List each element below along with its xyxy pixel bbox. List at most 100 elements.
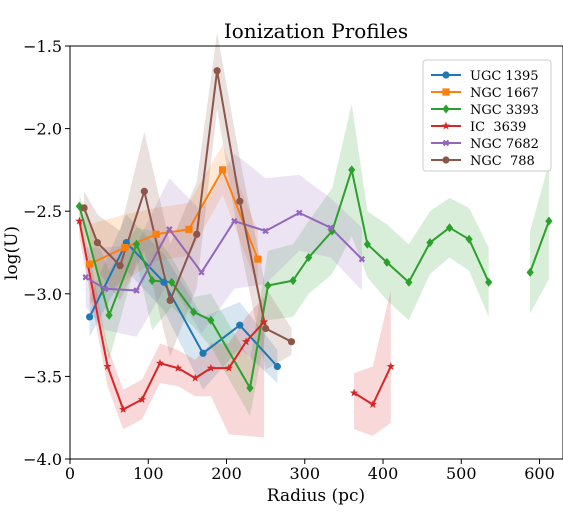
y-axis-label: log(U): [2, 226, 22, 280]
point-ugc-1395: [236, 321, 244, 329]
point-ngc-7682: [262, 227, 269, 235]
line-ngc-788-1: [83, 69, 292, 343]
point-ngc-3393: [207, 315, 215, 325]
x-tick-label: 500: [446, 464, 477, 483]
legend-marker: [441, 121, 451, 130]
y-tick-label: −1.5: [23, 37, 62, 56]
point-ic-3639: [386, 362, 395, 370]
point-ngc-3393: [289, 276, 297, 286]
point-ic-3639: [119, 405, 128, 413]
band-ugc-1395-1: [89, 214, 278, 390]
point-ic-3639: [137, 395, 147, 404]
point-ngc-3393: [190, 307, 198, 317]
legend: UGC 1395 NGC 1667 NGC 3393 IC 3639 NGC 7682 N…: [422, 59, 552, 172]
legend-marker: [442, 139, 450, 147]
point-ugc-1395: [85, 313, 94, 321]
point-ngc-3393: [132, 239, 141, 249]
point-ngc-788: [236, 197, 244, 205]
point-ngc-3393: [348, 165, 356, 175]
point-ngc-3393: [168, 277, 176, 287]
point-ngc-788: [116, 262, 124, 270]
point-ngc-7682: [198, 269, 205, 276]
x-tick-label: 600: [524, 464, 555, 483]
point-ic-3639: [349, 388, 359, 397]
legend-marker: [442, 71, 450, 79]
legend-label: NGC 1667: [470, 86, 539, 101]
point-ngc-1667: [121, 243, 129, 252]
legend-label: UGC 1395: [470, 69, 539, 84]
point-ngc-3393: [426, 238, 434, 248]
legend-label: NGC 3393: [470, 103, 539, 118]
x-tick-label: 200: [211, 464, 242, 483]
line-ugc-1395-1: [88, 241, 279, 368]
point-ngc-7682: [231, 217, 238, 225]
point-ugc-1395: [199, 349, 207, 357]
band-ngc-788-1: [84, 32, 292, 370]
point-ngc-788: [193, 230, 201, 238]
legend-marker: [442, 104, 450, 114]
band-ic-3639-2: [354, 290, 391, 436]
point-ic-3639: [259, 317, 269, 326]
point-ic-3639: [103, 362, 112, 370]
legend-marker: [442, 88, 450, 96]
point-ic-3639: [75, 216, 84, 225]
point-ngc-7682: [166, 226, 173, 233]
x-tick-label: 0: [65, 464, 75, 483]
point-ngc-3393: [526, 267, 534, 277]
band-ngc-3393-1: [79, 103, 489, 417]
band-ic-3639-1: [79, 204, 265, 438]
point-ngc-788: [166, 296, 174, 305]
point-ugc-1395: [160, 278, 168, 286]
point-ngc-3393: [545, 216, 553, 226]
band-ngc-7682-1: [85, 153, 362, 337]
point-ngc-3393: [465, 234, 473, 244]
point-ngc-3393: [405, 277, 413, 287]
point-ngc-7682: [296, 209, 303, 217]
point-ngc-788: [262, 324, 270, 333]
point-ic-3639: [241, 337, 251, 346]
band-ngc-1667-1: [89, 145, 258, 304]
legend-label: IC 3639: [470, 120, 526, 135]
point-ngc-3393: [264, 281, 272, 291]
y-tick-label: −2.0: [23, 120, 62, 139]
point-ngc-3393: [328, 226, 336, 236]
point-ngc-7682: [358, 255, 366, 263]
x-tick-label: 400: [368, 464, 399, 483]
point-ngc-788: [93, 238, 101, 247]
line-ngc-3393-2: [529, 220, 550, 273]
point-ngc-3393: [305, 252, 313, 262]
plot-frame: [69, 45, 563, 460]
point-ngc-1667: [85, 260, 94, 268]
y-tick-label: −4.0: [23, 450, 62, 469]
point-ngc-788: [80, 204, 88, 212]
point-ngc-3393: [383, 257, 391, 267]
legend-label: NGC 7682: [470, 137, 539, 152]
series-markers: [75, 67, 553, 413]
confidence-bands: [79, 32, 549, 438]
point-ic-3639: [191, 373, 200, 382]
x-axis-label: Radius (pc): [267, 486, 365, 506]
point-ngc-788: [287, 338, 296, 346]
point-ngc-788: [213, 67, 221, 75]
point-ugc-1395: [273, 362, 281, 371]
point-ngc-7682: [82, 274, 89, 281]
point-ic-3639: [368, 400, 377, 408]
point-ngc-1667: [218, 166, 227, 174]
x-tick-label: 300: [289, 464, 320, 483]
point-ngc-788: [140, 187, 148, 195]
point-ic-3639: [173, 363, 183, 372]
y-axis: −4.0 −3.5 −3.0 −2.5 −2.0 −1.5: [23, 37, 70, 469]
point-ngc-3393: [246, 383, 254, 393]
y-tick-label: −3.5: [23, 367, 62, 386]
point-ngc-7682: [133, 287, 140, 294]
point-ngc-7682: [327, 224, 334, 231]
chart-title: Ionization Profiles: [224, 19, 408, 43]
legend-label: NGC 788: [470, 154, 535, 169]
band-ngc-3393-2: [530, 163, 549, 314]
point-ic-3639: [206, 363, 215, 372]
point-ngc-3393: [363, 239, 371, 249]
line-ngc-1667-1: [89, 168, 259, 266]
line-ngc-7682-1: [85, 211, 363, 292]
point-ic-3639: [155, 358, 165, 367]
